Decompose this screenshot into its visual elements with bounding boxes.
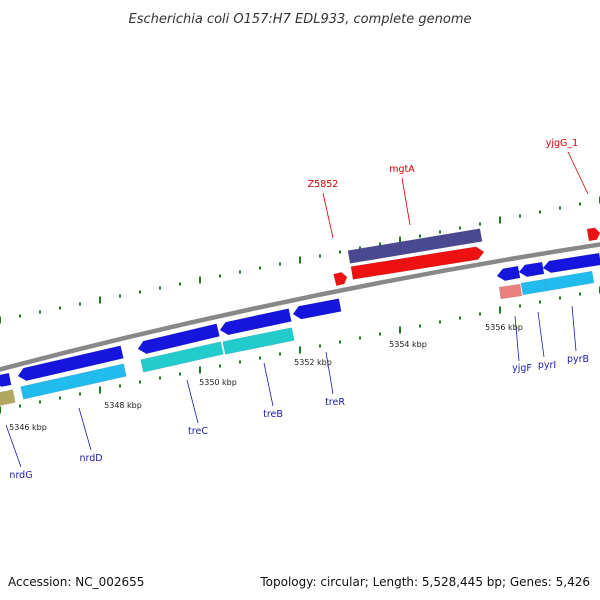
nrdD-lower-gene-arrow xyxy=(20,363,127,400)
yjgF-lower-gene-arrow xyxy=(498,283,523,300)
gene-label-nrdD: nrdD xyxy=(79,453,102,464)
tick-labels: 5346 kbp 5348 kbp 5350 kbp 5352 kbp 5354 kbp… xyxy=(9,323,523,432)
yjgF-gene-arrow xyxy=(496,265,521,281)
gene-label-treR: treR xyxy=(325,397,345,408)
nrdD-gene-arrow xyxy=(17,345,124,382)
treB-lower-gene-arrow xyxy=(222,327,295,355)
treC-lower-gene-arrow xyxy=(140,341,224,373)
genome-backbone xyxy=(0,242,600,372)
mgtA-upper-gene-arrow xyxy=(347,228,483,264)
gene-features xyxy=(0,227,600,406)
gene-label-nrdG: nrdG xyxy=(9,470,32,481)
gene-label-pyrB: pyrB xyxy=(567,354,589,365)
tick-label: 5352 kbp xyxy=(294,358,332,367)
gene-label-Z5852: Z5852 xyxy=(308,179,339,190)
nrdG-gene-arrow xyxy=(0,372,12,388)
treC-leader-line xyxy=(186,379,199,424)
Z5852-leader-line xyxy=(322,192,334,239)
nrdG-lower-gene-arrow xyxy=(0,389,16,406)
treR-leader-line xyxy=(325,351,334,395)
yjgG_1-leader-line xyxy=(567,151,589,195)
yjgG_1-gene-arrow xyxy=(586,227,600,242)
tick-label: 5346 kbp xyxy=(9,423,47,432)
pyrB-gene-arrow xyxy=(542,252,600,274)
treC-gene-arrow xyxy=(137,323,220,354)
mgtA-leader-line xyxy=(401,177,411,226)
treB-gene-arrow xyxy=(219,308,292,336)
tick-label: 5348 kbp xyxy=(104,401,142,410)
pyrI-gene-arrow xyxy=(518,261,545,278)
pyrB-lower-gene-arrow xyxy=(544,270,595,292)
tick-dots xyxy=(0,196,600,414)
treB-leader-line xyxy=(263,362,274,407)
pyrI-leader-line xyxy=(537,311,545,358)
summary-text: Topology: circular; Length: 5,528,445 bp… xyxy=(259,575,590,589)
accession-text: Accession: NC_002655 xyxy=(8,575,144,589)
tick-label: 5356 kbp xyxy=(485,323,523,332)
gene-label-mgtA: mgtA xyxy=(389,164,415,175)
map-title: Escherichia coli O157:H7 EDL933, complet… xyxy=(129,12,472,27)
label-leader-lines xyxy=(5,151,589,468)
gene-label-pyrI: pyrI xyxy=(538,360,556,371)
tick-label: 5354 kbp xyxy=(389,340,427,349)
mgtA-gene-arrow xyxy=(350,246,485,280)
gene-label-yjgG_1: yjgG_1 xyxy=(546,138,578,149)
gene-label-treC: treC xyxy=(188,426,208,437)
nrdD-leader-line xyxy=(78,407,92,451)
gene-labels: Z5852 mgtA yjgG_1 nrdG nrdD treC treB treR yjgF p… xyxy=(9,138,589,481)
Z5852-gene-arrow xyxy=(333,271,348,287)
gene-label-yjgF: yjgF xyxy=(512,363,532,374)
tick-label: 5350 kbp xyxy=(199,378,237,387)
gene-label-treB: treB xyxy=(263,409,283,420)
pyrB-leader-line xyxy=(571,305,577,352)
nrdG-leader-line xyxy=(5,424,22,468)
treR-gene-arrow xyxy=(292,298,342,320)
pyrI-lower-gene-arrow xyxy=(520,278,548,296)
yjgF-leader-line xyxy=(514,315,520,362)
